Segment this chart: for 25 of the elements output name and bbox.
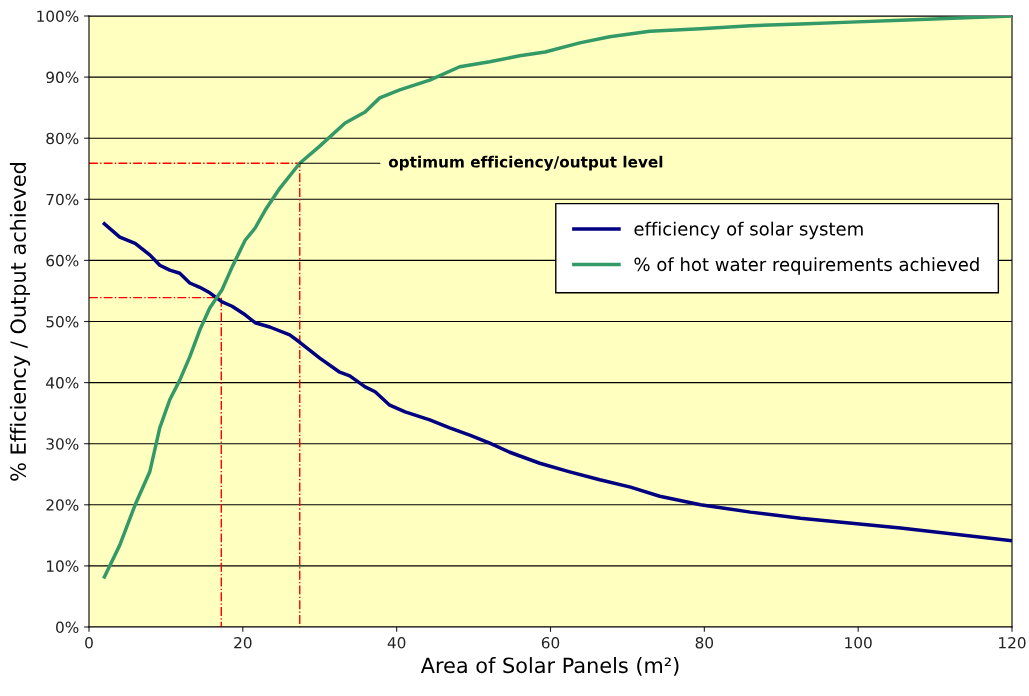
y-tick-label: 100% — [37, 10, 79, 23]
x-axis-title: Area of Solar Panels (m²) — [420, 657, 679, 676]
y-tick-label: 60% — [46, 254, 79, 267]
line-series — [102, 16, 1012, 579]
y-tick-label: 90% — [46, 71, 79, 84]
x-tick-label: 100 — [845, 636, 872, 649]
annotation: optimum efficiency/output level — [388, 155, 663, 171]
y-tick-label: 40% — [46, 377, 79, 389]
x-tick-label: 60 — [541, 636, 560, 649]
y-tick-label: 10% — [47, 560, 79, 572]
y-tick-label: 20% — [46, 499, 79, 511]
y-tick-label: 70% — [46, 193, 79, 206]
x-tick-label: 120 — [999, 636, 1026, 649]
x-tick-label: 0 — [85, 636, 93, 649]
x-tick-label: 20 — [234, 636, 252, 649]
y-tick-label: 50% — [46, 315, 79, 328]
y-tick-label: 0% — [56, 621, 79, 634]
y-tick-label: 30% — [46, 438, 79, 450]
y-tick-label: 80% — [46, 132, 79, 145]
legend-label: % of hot water requirements achieved — [634, 257, 979, 275]
line-series — [102, 222, 1012, 543]
x-tick-label: 40 — [387, 636, 406, 649]
x-tick-label: 80 — [695, 636, 714, 649]
y-axis-title: % Efficiency / Output achieved — [9, 163, 31, 481]
legend-label: efficiency of solar system — [634, 221, 863, 240]
